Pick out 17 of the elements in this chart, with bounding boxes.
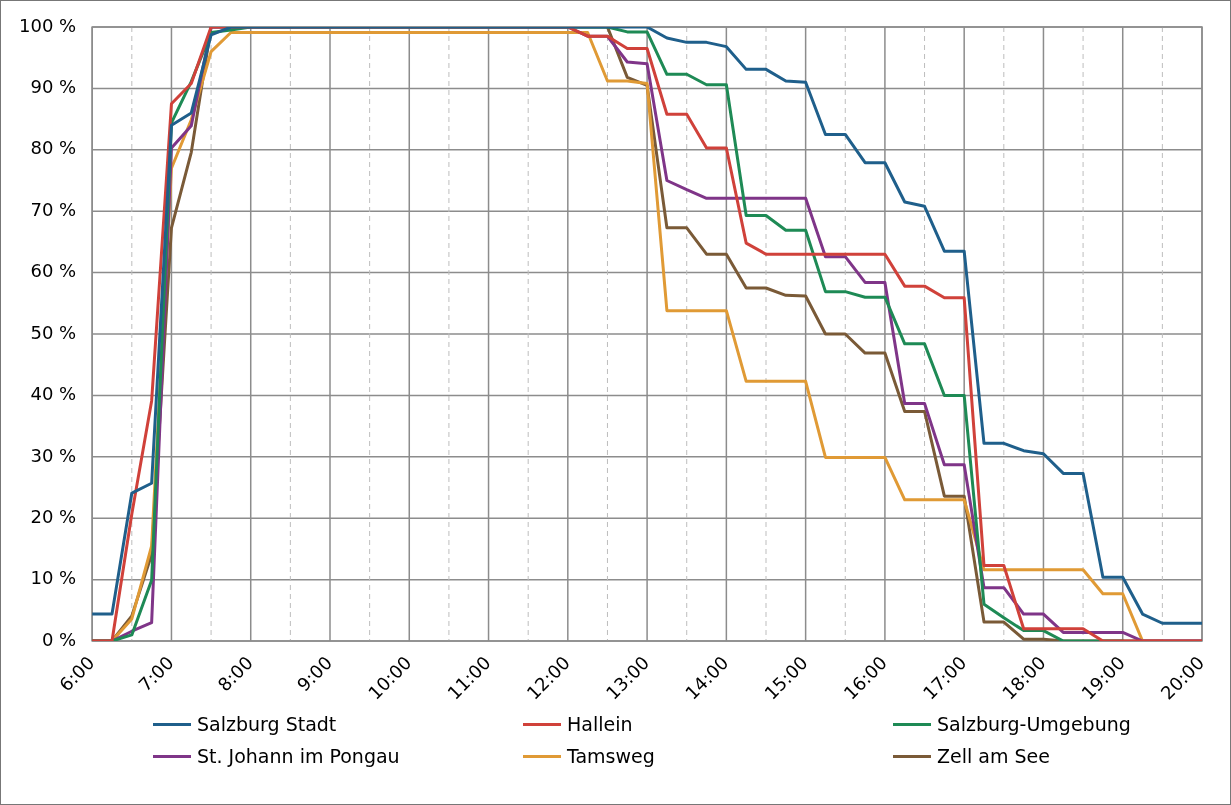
y-tick-label: 80 % — [30, 137, 77, 159]
legend-label: Tamsweg — [567, 745, 655, 767]
legend-label: St. Johann im Pongau — [197, 745, 400, 767]
y-tick-label: 0 % — [41, 628, 77, 650]
legend-label: Zell am See — [937, 745, 1050, 767]
y-tick-label: 50 % — [30, 321, 77, 343]
y-tick-label: 10 % — [30, 567, 77, 589]
y-tick-label: 70 % — [30, 198, 77, 220]
legend-label: Salzburg-Umgebung — [937, 713, 1131, 735]
y-tick-label: 20 % — [30, 505, 77, 527]
legend-label: Salzburg Stadt — [197, 713, 337, 735]
y-tick-label: 100 % — [18, 14, 77, 36]
y-tick-label: 90 % — [30, 76, 77, 98]
y-tick-label: 60 % — [30, 260, 77, 282]
legend-label: Hallein — [567, 713, 633, 735]
y-tick-label: 30 % — [30, 444, 77, 466]
y-tick-label: 40 % — [30, 383, 77, 405]
